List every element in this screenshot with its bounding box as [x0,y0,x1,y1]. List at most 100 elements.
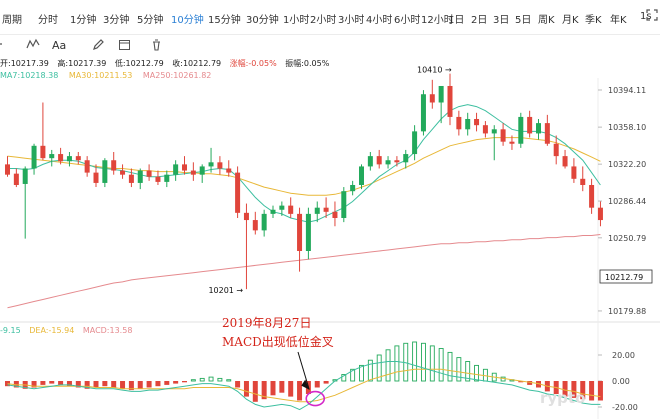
period-6小时[interactable]: 6小时 [394,15,421,26]
candle [58,147,64,165]
period-分时[interactable]: 分时 [38,15,58,26]
period-12小时[interactable]: 12小时 [421,15,454,26]
high-label: 10410 → [417,66,452,75]
candle [438,85,444,124]
candle-body [544,123,550,144]
period-3日[interactable]: 3日 [493,15,510,26]
macd-bar [456,357,462,382]
macd-bar [173,381,179,384]
candle [199,164,205,183]
period-15分钟[interactable]: 15分钟 [208,15,241,26]
golden-cross-circle [305,390,326,407]
period-4小时[interactable]: 4小时 [366,15,393,26]
macd-bar [13,381,19,388]
price-tick-label: 10179.88 [608,307,646,316]
candle-body [199,166,205,175]
macd-bar [474,364,479,382]
candle [394,156,400,167]
macd-bar [31,381,37,388]
candle-body [243,212,249,221]
candle-body [341,191,347,218]
candle [226,160,232,177]
price-tick-label: 10358.10 [608,123,646,132]
period-月K[interactable]: 月K [562,15,579,26]
dea-legend: DEA:-15.94 [29,326,75,335]
period-10分钟[interactable]: 10分钟 [171,15,204,26]
indicator-icon[interactable] [0,38,16,58]
candle-body [261,213,267,231]
macd-bar [536,381,541,388]
period-1小时[interactable]: 1小时 [283,15,310,26]
annotation-text: MACD出现低位金叉 [222,335,334,349]
period-5分钟[interactable]: 5分钟 [137,15,164,26]
candle-body [173,164,179,175]
period-2日[interactable]: 2日 [471,15,488,26]
candle-body [75,156,81,161]
fullscreen-icon[interactable] [646,9,660,29]
period-3小时[interactable]: 3小时 [338,15,365,26]
candle-body [208,162,214,167]
macd-bar [155,381,161,387]
period-1s[interactable]: 1s [640,11,652,22]
candle [597,201,603,227]
period-年K[interactable]: 年K [610,15,627,26]
candle [13,168,19,188]
candle-body [13,173,19,185]
period-3分钟[interactable]: 3分钟 [103,15,130,26]
macd-bar [111,381,117,388]
candle-body [403,154,409,163]
font-size-button[interactable]: Aa [52,39,67,52]
candle-body [279,205,285,210]
candle [182,156,187,175]
candle [84,156,90,177]
candle-body [367,156,373,167]
line-tool-icon[interactable] [26,38,46,58]
candle [5,156,10,177]
candle [137,168,143,190]
period-2小时[interactable]: 2小时 [310,15,337,26]
pencil-icon[interactable] [92,38,112,58]
candle-body [270,209,276,214]
period-5日[interactable]: 5日 [515,15,532,26]
candle [279,201,285,216]
period-周期[interactable]: 周期 [2,15,22,26]
candle [40,102,46,161]
candle [367,151,373,171]
macd-bar [429,345,435,382]
watermark: rypto [540,389,586,407]
calendar-icon[interactable] [118,38,138,58]
macd-bar [359,364,364,382]
period-季K[interactable]: 季K [585,15,602,26]
price-tick-label: 10286.44 [608,197,646,206]
current-price-tag [599,269,653,284]
candle-body [297,213,303,252]
annotation-arrowhead [301,379,310,390]
period-周K[interactable]: 周K [538,15,555,26]
macd-bar [217,377,223,382]
candle [341,187,347,223]
period-1分钟[interactable]: 1分钟 [70,15,97,26]
period-1日[interactable]: 1日 [448,15,465,26]
price-tick-label: 10250.79 [608,234,646,243]
candle-body [40,145,46,159]
macd-bar [146,381,152,388]
candle [102,158,108,188]
candle [589,178,595,214]
candle [420,90,426,136]
macd-bar [527,381,533,385]
delete-icon[interactable] [150,38,170,58]
candle [252,211,258,235]
candle [31,143,37,175]
candle-body [597,207,603,221]
macd-bar [323,381,329,384]
macd-bar [580,381,586,400]
period-30分钟[interactable]: 30分钟 [246,15,279,26]
candle-body [465,118,471,130]
macd-bar [261,381,267,400]
candle-body [491,129,497,134]
candle [243,203,249,290]
candle-body [562,156,568,167]
candle [518,112,524,148]
macd-bar [84,381,90,389]
